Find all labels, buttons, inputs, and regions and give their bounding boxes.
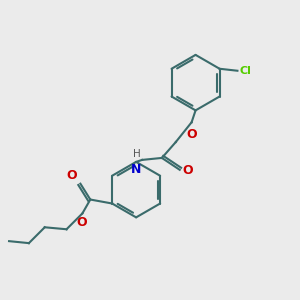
- Text: N: N: [131, 163, 141, 176]
- Text: O: O: [76, 216, 87, 230]
- Text: Cl: Cl: [239, 66, 251, 76]
- Text: O: O: [183, 164, 193, 177]
- Text: O: O: [67, 169, 77, 182]
- Text: O: O: [186, 128, 197, 141]
- Text: H: H: [133, 149, 141, 159]
